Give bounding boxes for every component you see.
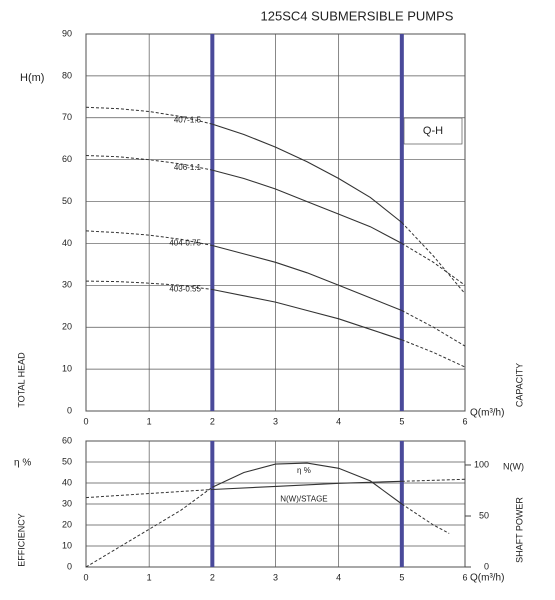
y-tick-label: 20 <box>62 519 72 529</box>
series-line <box>212 244 403 312</box>
series-line <box>212 123 403 223</box>
series-line <box>401 242 466 286</box>
y-side-label: TOTAL HEAD <box>16 352 26 408</box>
y2-side-label: SHAFT POWER <box>514 497 524 563</box>
series-line <box>401 339 466 368</box>
x-tick-label: 4 <box>336 572 341 582</box>
y-tick-label: 90 <box>62 28 72 38</box>
series-line <box>401 503 450 534</box>
x-tick-label: 5 <box>399 572 404 582</box>
series-line <box>401 222 466 295</box>
y-tick-label: 40 <box>62 238 72 248</box>
x-tick-label: 5 <box>399 416 404 426</box>
y-tick-label: 20 <box>62 322 72 332</box>
y-axis-label: η % <box>14 458 31 469</box>
series-line <box>85 230 213 246</box>
y-side-label: EFFICIENCY <box>16 513 26 567</box>
series-line <box>212 288 402 341</box>
x-tick-label: 3 <box>273 572 278 582</box>
chart-title: 125SC4 SUBMERSIBLE PUMPS <box>261 8 454 23</box>
x-axis-label: Q(m³/h) <box>470 573 504 584</box>
x-tick-label: 1 <box>147 572 152 582</box>
y-tick-label: 10 <box>62 363 72 373</box>
series-line <box>85 280 213 290</box>
y-tick-label: 0 <box>67 405 72 415</box>
y-tick-label: 0 <box>67 561 72 571</box>
y-tick-label: 60 <box>62 154 72 164</box>
y-tick-label: 10 <box>62 540 72 550</box>
x-tick-label: 1 <box>147 416 152 426</box>
y-tick-label: 80 <box>62 70 72 80</box>
series-line <box>212 462 403 505</box>
series-label: 406-1.1 <box>174 163 202 172</box>
series-line <box>85 106 213 125</box>
y2-tick-label: 0 <box>484 561 489 571</box>
x-tick-label: 2 <box>210 416 215 426</box>
series-line <box>212 480 402 491</box>
series-line <box>85 155 213 171</box>
x-tick-label: 3 <box>273 416 278 426</box>
series-label: 404-0.75 <box>169 238 201 247</box>
x-side-label: CAPACITY <box>514 363 524 407</box>
y-tick-label: 70 <box>62 112 72 122</box>
series-label: N(W)/STAGE <box>280 495 327 504</box>
x-tick-label: 4 <box>336 416 341 426</box>
annotation-box <box>403 117 463 145</box>
y-tick-label: 50 <box>62 456 72 466</box>
series-label: η % <box>297 466 311 475</box>
series-line <box>401 310 466 347</box>
y2-tick-label: 50 <box>479 510 489 520</box>
x-tick-label: 2 <box>210 572 215 582</box>
series-line <box>212 169 403 244</box>
series-line <box>401 478 466 482</box>
annotation: Q-H <box>423 125 443 137</box>
x-tick-label: 6 <box>462 416 467 426</box>
y-tick-label: 30 <box>62 280 72 290</box>
series-line <box>85 489 213 499</box>
y-tick-label: 50 <box>62 196 72 206</box>
x-tick-label: 0 <box>83 572 88 582</box>
y2-tick-label: 100 <box>474 459 489 469</box>
x-tick-label: 0 <box>83 416 88 426</box>
y2-axis-label: N(W) <box>503 461 524 471</box>
y-axis-label: H(m) <box>20 72 44 84</box>
y-tick-label: 60 <box>62 435 72 445</box>
y-tick-label: 40 <box>62 477 72 487</box>
y-tick-label: 30 <box>62 498 72 508</box>
series-label: 407-1.5 <box>174 116 202 125</box>
x-axis-label: Q(m³/h) <box>470 408 504 419</box>
series-label: 403-0.55 <box>169 284 201 293</box>
x-tick-label: 6 <box>462 572 467 582</box>
